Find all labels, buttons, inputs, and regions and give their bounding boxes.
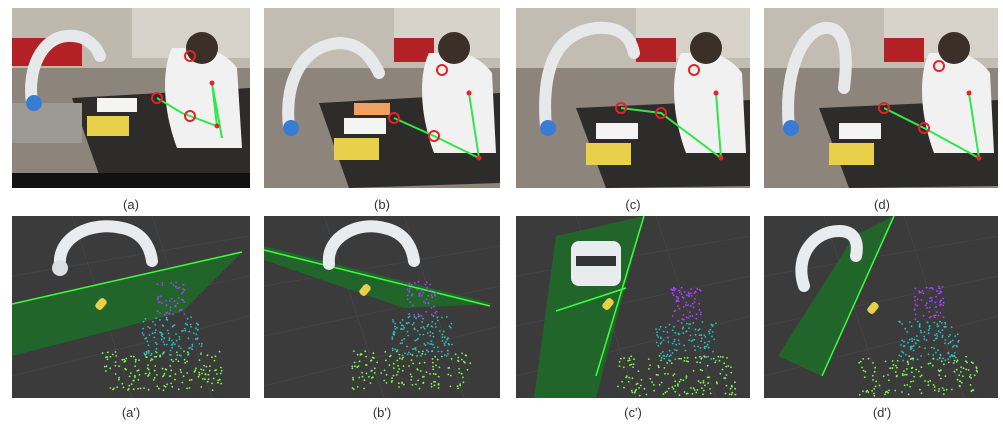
point-cloud: [351, 280, 472, 391]
photo-scene-d: [764, 8, 998, 188]
rviz-panel-b: [264, 216, 500, 398]
rviz-scene-c: [516, 216, 750, 398]
caption-a-prime: (a'): [121, 405, 141, 420]
photo-panel-c: [516, 8, 750, 188]
caption-c-prime: (c'): [624, 405, 642, 420]
caption-c: (c): [625, 197, 641, 212]
rviz-panel-d: [764, 216, 998, 398]
photo-panel-d: [764, 8, 998, 188]
caption-a: (a): [123, 197, 139, 212]
point-cloud: [617, 286, 737, 397]
photo-panel-b: [264, 8, 500, 188]
rviz-scene-b: [264, 216, 500, 398]
rviz-panel-a: [12, 216, 250, 398]
photo-scene-a: [12, 8, 250, 188]
caption-b: (b): [374, 197, 390, 212]
rviz-panel-c: [516, 216, 750, 398]
photo-scene-b: [264, 8, 500, 188]
rviz-scene-a: [12, 216, 250, 398]
photo-panel-a: [12, 8, 250, 188]
caption-d: (d): [874, 197, 890, 212]
point-cloud: [858, 285, 979, 397]
rviz-scene-d: [764, 216, 998, 398]
caption-d-prime: (d'): [872, 405, 892, 420]
caption-b-prime: (b'): [372, 405, 392, 420]
photo-scene-c: [516, 8, 750, 188]
point-cloud: [101, 281, 223, 392]
